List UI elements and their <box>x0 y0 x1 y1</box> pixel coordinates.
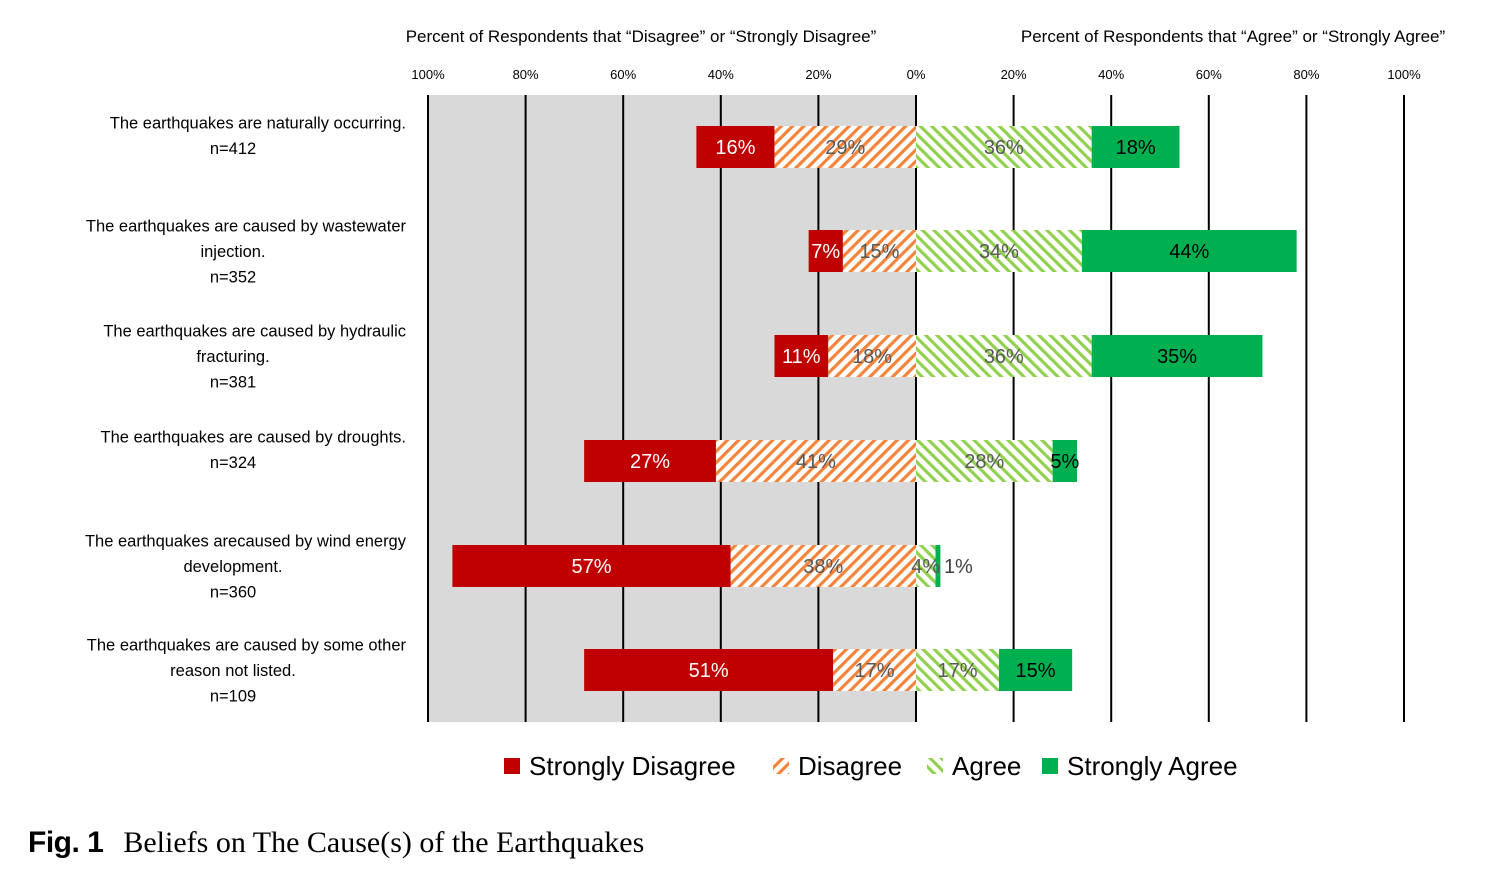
value-label-strongly-disagree: 16% <box>715 137 755 159</box>
tick-label: 60% <box>1196 67 1222 82</box>
left-axis-header: Percent of Respondents that “Disagree” o… <box>406 27 877 46</box>
bar-strongly-disagree <box>584 440 716 482</box>
bar-agree <box>916 545 936 587</box>
category-label: fracturing. <box>196 348 269 366</box>
gridlines <box>427 95 1405 722</box>
category-label: injection. <box>200 243 265 261</box>
legend-swatch-strongly-agree <box>1042 758 1058 774</box>
bar-agree <box>916 440 1053 482</box>
bar-agree <box>916 649 999 691</box>
category-label: reason not listed. <box>170 662 296 680</box>
bar-strongly-disagree <box>696 126 775 168</box>
legend-swatch-disagree <box>773 758 789 774</box>
bar-agree <box>916 230 1082 272</box>
bar-strongly-agree <box>935 545 941 587</box>
value-label-disagree: 38% <box>803 556 843 578</box>
disagree-side-background <box>427 95 916 722</box>
value-label-disagree: 41% <box>796 451 836 473</box>
legend-swatch-strongly-disagree <box>504 758 520 774</box>
value-label-strongly-disagree: 27% <box>630 451 670 473</box>
bar-strongly-agree <box>998 649 1073 691</box>
value-label-agree: 34% <box>979 241 1019 263</box>
value-label-disagree: 18% <box>852 346 892 368</box>
bar-agree <box>916 126 1092 168</box>
value-label-strongly-disagree: 51% <box>689 660 729 682</box>
value-label-agree: 17% <box>937 660 977 682</box>
tick-label: 20% <box>805 67 831 82</box>
bar-strongly-disagree <box>774 335 829 377</box>
bar-strongly-disagree <box>452 545 731 587</box>
bar-disagree <box>730 545 916 587</box>
value-label-strongly-disagree: 57% <box>571 556 611 578</box>
bar-strongly-disagree <box>808 230 843 272</box>
x-axis-ticks: 100% 80% 60% 40% 20% 0% 20% 40% 60% 80% 100% <box>411 67 1421 82</box>
value-label-strongly-agree: 18% <box>1116 137 1156 159</box>
value-label-strongly-agree: 35% <box>1157 346 1197 368</box>
category-label: The earthquakes are caused by some other <box>87 637 407 655</box>
value-label-agree: 28% <box>964 451 1004 473</box>
legend: Strongly Disagree Disagree Agree Strongly A… <box>504 751 1238 781</box>
category-n-label: n=412 <box>210 140 256 158</box>
bar-disagree <box>833 649 916 691</box>
value-label-disagree: 15% <box>859 241 899 263</box>
category-n-label: n=381 <box>210 374 256 392</box>
tick-label: 20% <box>1001 67 1027 82</box>
value-label-strongly-disagree: 11% <box>782 346 821 368</box>
legend-label-disagree: Disagree <box>798 751 902 781</box>
bar-agree <box>916 335 1092 377</box>
tick-label: 80% <box>1293 67 1319 82</box>
value-label-disagree: 17% <box>855 660 895 682</box>
bar-disagree <box>842 230 916 272</box>
legend-label-strongly-disagree: Strongly Disagree <box>529 751 736 781</box>
category-label: The earthquakes are caused by hydraulic <box>103 323 406 341</box>
tick-label: 40% <box>708 67 734 82</box>
legend-swatch-agree <box>927 758 943 774</box>
category-n-label: n=324 <box>210 454 256 472</box>
bar-strongly-agree <box>1052 440 1078 482</box>
bar-strongly-agree <box>1091 126 1180 168</box>
category-n-label: n=352 <box>210 269 256 287</box>
category-label: development. <box>183 558 282 576</box>
tick-label: 100% <box>411 67 445 82</box>
category-label: The earthquakes arecaused by wind energy <box>85 533 407 551</box>
value-label-strongly-agree: 44% <box>1169 241 1209 263</box>
value-label-strongly-agree: 1% <box>944 556 973 578</box>
tick-label: 60% <box>610 67 636 82</box>
legend-label-strongly-agree: Strongly Agree <box>1067 751 1238 781</box>
tick-label: 80% <box>513 67 539 82</box>
figure-label: Fig. 1 <box>28 826 104 859</box>
value-label-agree: 4% <box>911 556 940 578</box>
legend-label-agree: Agree <box>952 751 1021 781</box>
bars <box>452 126 1297 691</box>
figure-title: Beliefs on The Cause(s) of the Earthquak… <box>123 826 645 859</box>
value-label-strongly-agree: 15% <box>1016 660 1056 682</box>
value-label-strongly-disagree: 7% <box>811 241 840 263</box>
bar-strongly-agree <box>1091 335 1263 377</box>
category-label: The earthquakes are caused by wastewater <box>86 218 407 236</box>
value-label-agree: 36% <box>984 346 1024 368</box>
category-n-label: n=109 <box>210 688 256 706</box>
bar-strongly-agree <box>1081 230 1297 272</box>
value-label-agree: 36% <box>984 137 1024 159</box>
tick-label: 40% <box>1098 67 1124 82</box>
category-n-label: n=360 <box>210 584 256 602</box>
category-label: The earthquakes are caused by droughts. <box>101 428 406 446</box>
tick-label: 0% <box>907 67 926 82</box>
bar-disagree <box>828 335 916 377</box>
bar-disagree <box>774 126 916 168</box>
right-axis-header: Percent of Respondents that “Agree” or “… <box>1021 27 1446 46</box>
figure-caption: Fig. 1 Beliefs on The Cause(s) of the Ear… <box>28 826 644 860</box>
value-label-disagree: 29% <box>825 137 865 159</box>
category-label: The earthquakes are naturally occurring. <box>110 114 406 132</box>
bar-disagree <box>715 440 916 482</box>
category-labels: The earthquakes are naturally occurring.… <box>85 114 407 705</box>
bar-strongly-disagree <box>584 649 834 691</box>
value-labels: 36% 18% 29% 16% 34% 44% 15% 7% 36% 35% 18% 11% 28% 5%… <box>571 137 1209 682</box>
tick-label: 100% <box>1387 67 1421 82</box>
value-label-strongly-agree: 5% <box>1050 451 1079 473</box>
